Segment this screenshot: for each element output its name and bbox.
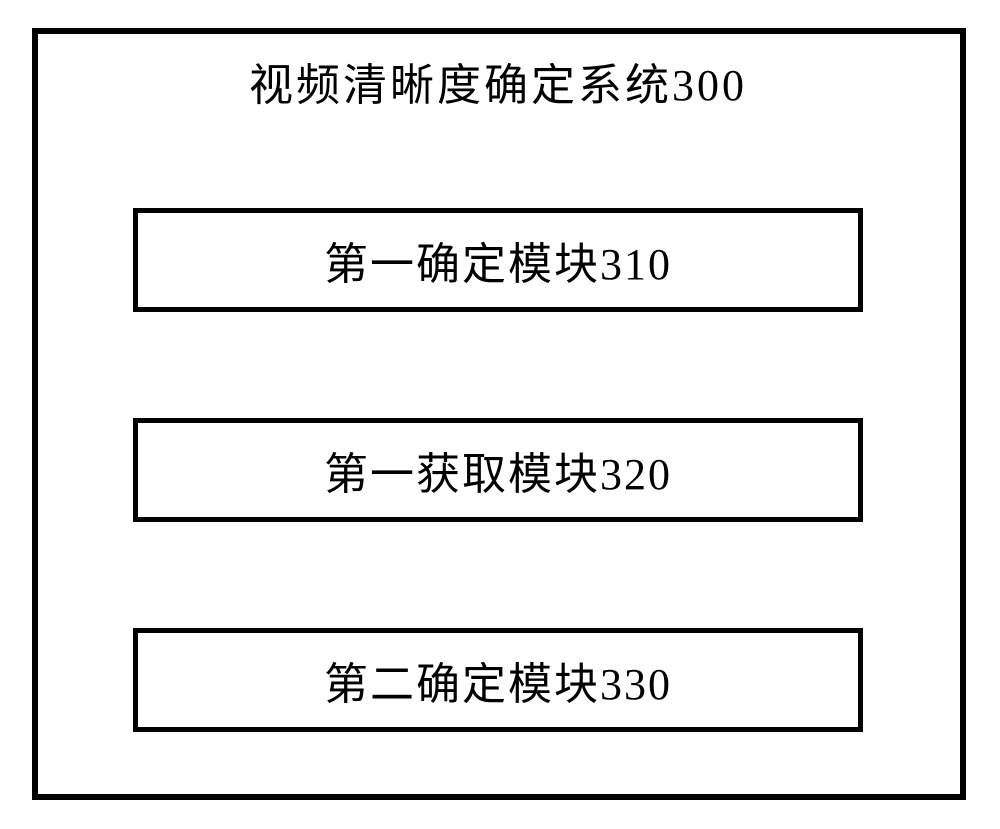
- module-box-3: 第二确定模块330: [133, 628, 863, 732]
- module-box-2: 第一获取模块320: [133, 418, 863, 522]
- module-box-1: 第一确定模块310: [133, 208, 863, 312]
- system-title: 视频清晰度确定系统300: [208, 58, 788, 114]
- diagram-canvas: 视频清晰度确定系统300 第一确定模块310 第一获取模块320 第二确定模块3…: [0, 0, 1000, 829]
